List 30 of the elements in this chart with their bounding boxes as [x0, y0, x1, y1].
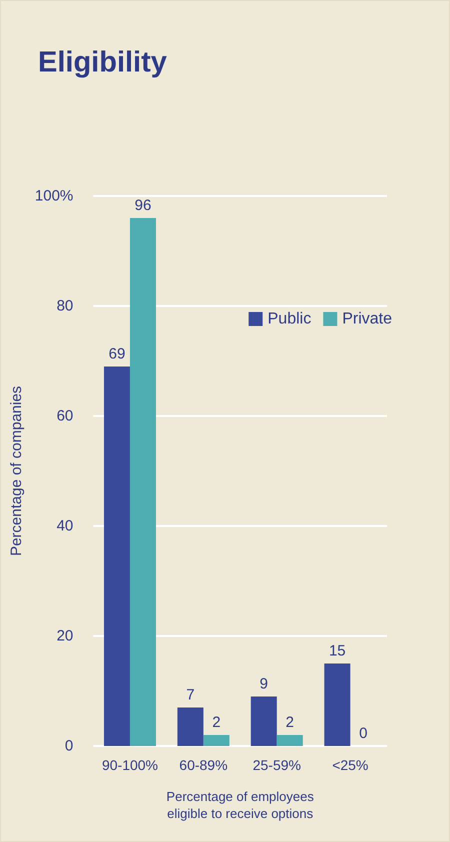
data-label: 2 [212, 714, 221, 731]
x-tick-label: <25% [332, 757, 368, 773]
x-axis-title: Percentage of employees eligible to receive options [166, 789, 314, 821]
data-label: 15 [328, 642, 346, 660]
y-tick-label: 60 [56, 408, 74, 424]
y-tick-label: 100% [34, 188, 74, 204]
bar [276, 735, 303, 746]
bar [104, 366, 130, 746]
data-label: 69 [108, 346, 126, 362]
chart-title: Eligibility [38, 46, 167, 78]
x-tick-label: 60-89% [179, 757, 228, 773]
y-tick-label: 0 [64, 738, 74, 754]
y-tick-label: 20 [56, 628, 74, 644]
bar [324, 664, 350, 746]
data-label: 9 [260, 676, 268, 692]
y-tick-label: 80 [56, 298, 74, 314]
y-tick-label: 40 [56, 518, 74, 534]
bar [203, 735, 230, 746]
bar [250, 696, 277, 746]
data-label: 7 [186, 686, 195, 704]
bar [177, 708, 204, 746]
x-tick-label: 90-100% [102, 757, 158, 773]
data-label: 2 [286, 714, 294, 731]
legend-label: Public [268, 310, 312, 328]
legend-label: Private [342, 310, 392, 328]
y-axis-title: Percentage of companies [8, 386, 25, 556]
x-tick-label: 25-59% [252, 757, 301, 773]
data-label: 96 [134, 197, 152, 214]
data-label: 0 [359, 725, 368, 742]
bar [130, 218, 156, 746]
